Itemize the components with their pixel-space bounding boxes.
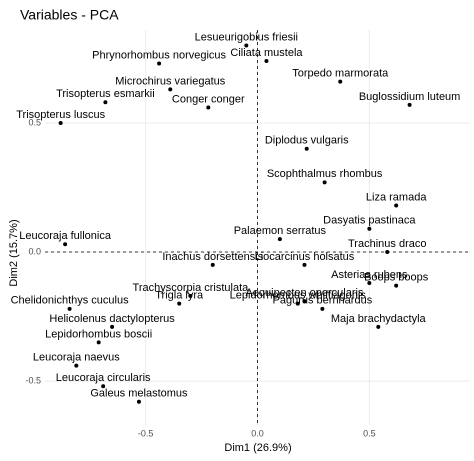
point-label: Galeus melastomus	[90, 388, 188, 400]
point	[295, 301, 300, 306]
y-tick-label: 0.0	[28, 246, 41, 256]
y-axis-label: Dim2 (15.7%)	[8, 219, 20, 286]
point-label: Torpedo marmorata	[292, 68, 389, 80]
point-label: Leucoraja naevus	[33, 352, 120, 364]
point	[376, 324, 381, 329]
y-tick-label: 0.5	[28, 117, 41, 127]
point-label: Diplodus vulgaris	[265, 135, 349, 147]
point-label: Trachinus draco	[348, 238, 426, 250]
point	[394, 283, 399, 288]
chart-title: Variables - PCA	[20, 7, 119, 23]
point	[74, 363, 79, 368]
point	[168, 87, 173, 92]
point-label: Conger conger	[172, 93, 245, 105]
point	[394, 203, 399, 208]
point	[367, 281, 372, 286]
point	[367, 226, 372, 231]
point-label: Maja brachydactyla	[331, 313, 427, 325]
point-label: Liocarcinus holsatus	[255, 251, 355, 263]
point-label: Trachyscorpia cristulata	[133, 282, 250, 294]
point-label: Dasyatis pastinaca	[323, 215, 416, 227]
point-label: Microchirus variegatus	[115, 75, 226, 87]
point-label: Phrynorhombus norvegicus	[92, 49, 226, 61]
point-label: Asterias rubens	[331, 269, 408, 281]
point	[302, 299, 307, 304]
point-label: Palaemon serratus	[234, 225, 327, 237]
point-label: Scophthalmus rhombus	[267, 168, 383, 180]
point	[320, 306, 325, 311]
point	[63, 242, 68, 247]
point	[103, 100, 108, 105]
point-label: Ciliata mustela	[230, 47, 303, 59]
point	[136, 399, 141, 404]
point	[110, 324, 115, 329]
x-tick-label: -0.5	[138, 428, 154, 438]
point-label: Leucoraja circularis	[56, 372, 151, 384]
point	[101, 384, 106, 389]
point-label: Leucoraja fullonica	[19, 230, 112, 242]
point	[304, 146, 309, 151]
point	[210, 262, 215, 267]
point-label: Trigla lyra	[155, 290, 204, 302]
point	[277, 237, 282, 242]
point-label: Lepidorhombus whiffiagonis	[230, 290, 367, 302]
point-label: Trisopterus luscus	[16, 109, 105, 121]
point	[67, 306, 72, 311]
point-label: Pagurus bernhardus	[273, 295, 373, 307]
point-label: Chelidonichthys cuculus	[11, 295, 130, 307]
x-axis-label: Dim1 (26.9%)	[224, 442, 291, 454]
point	[58, 120, 63, 125]
x-tick-label: 0.0	[251, 428, 264, 438]
point	[206, 105, 211, 110]
point	[338, 79, 343, 84]
point-label: Liza ramada	[366, 191, 427, 203]
point	[302, 262, 307, 267]
point-label: Helicolenus dactylopterus	[49, 313, 175, 325]
point	[96, 340, 101, 345]
point	[177, 301, 182, 306]
point-label: Lepidorhombus boscii	[45, 328, 152, 340]
point-label: Boops boops	[364, 271, 429, 283]
point	[407, 102, 412, 107]
x-tick-label: 0.5	[363, 428, 376, 438]
y-tick-label: -0.5	[25, 375, 41, 385]
point	[157, 61, 162, 66]
point-label: Lesueurigobius friesii	[195, 31, 298, 43]
point	[385, 250, 390, 255]
point-label: Inachus dorsettensis	[162, 251, 263, 263]
point	[244, 43, 249, 48]
point	[322, 180, 327, 185]
point	[188, 293, 193, 298]
point-label: Buglossidium luteum	[359, 91, 461, 103]
point-label: Aequipecten opercularis	[245, 287, 364, 299]
point-label: Trisopterus esmarkii	[56, 88, 155, 100]
point	[264, 58, 269, 63]
